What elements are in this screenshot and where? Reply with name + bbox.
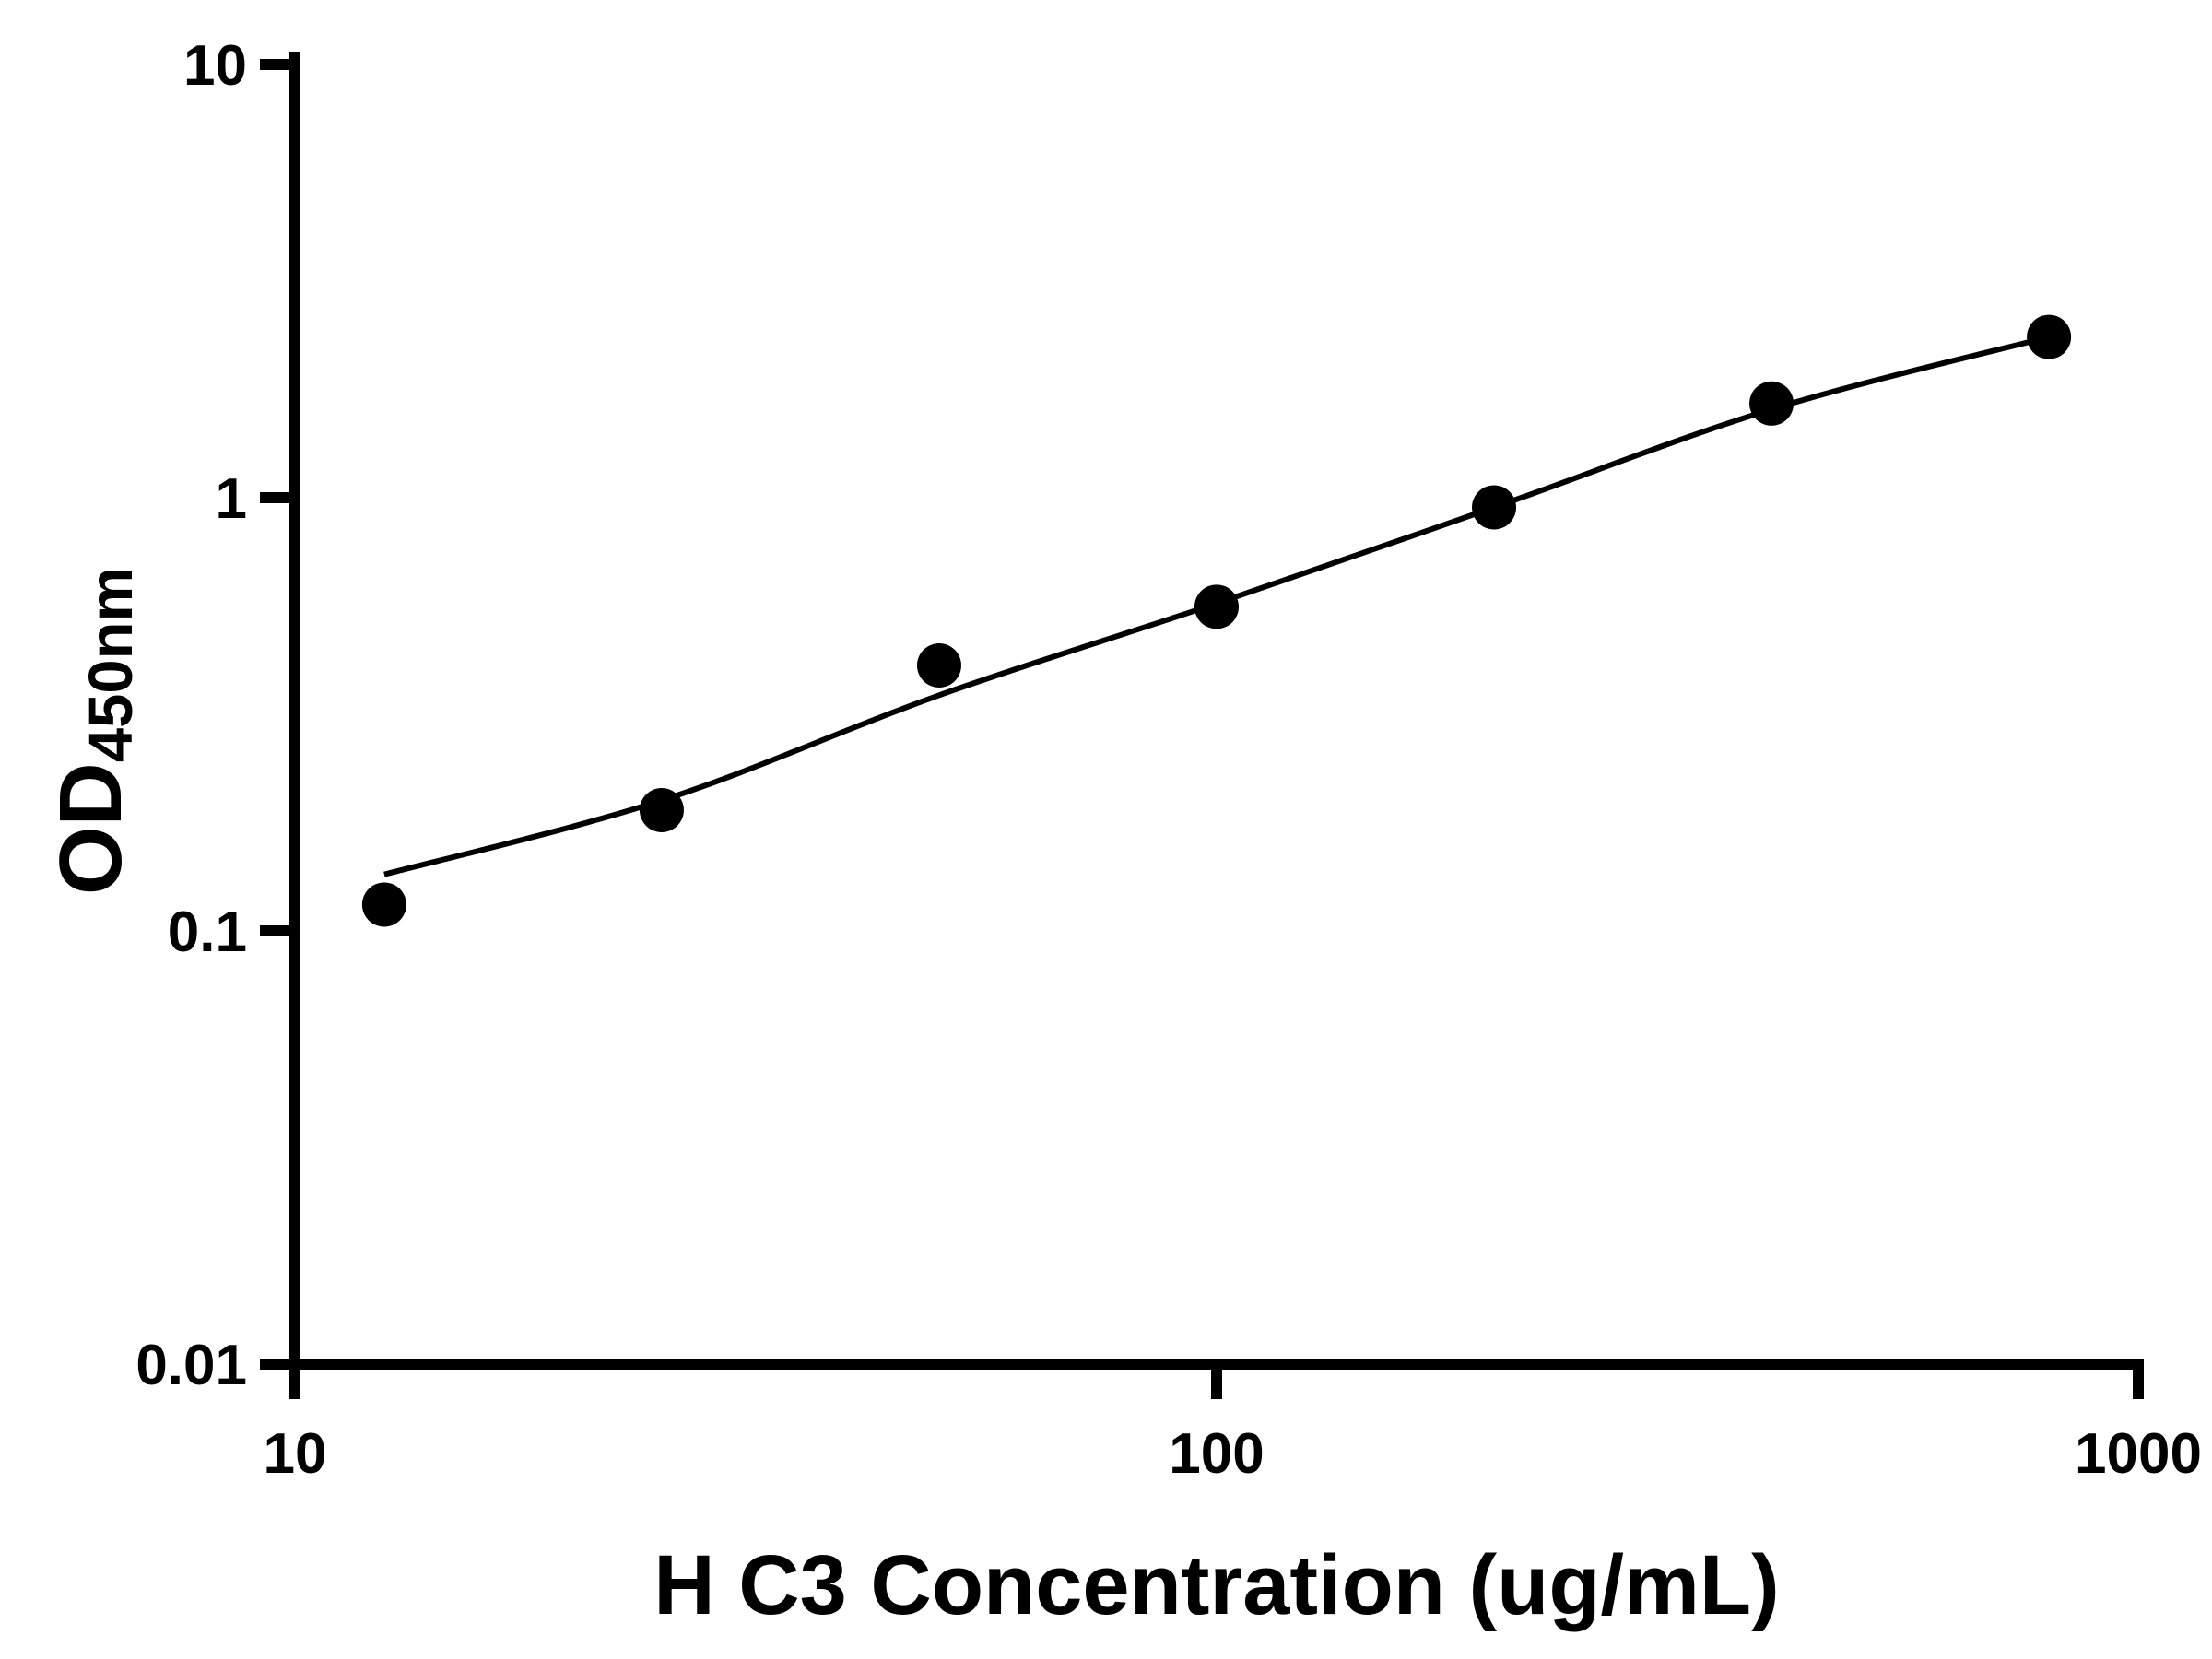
data-point	[1194, 584, 1239, 629]
data-point	[2027, 314, 2072, 359]
y-tick-label: 1	[216, 467, 247, 531]
data-point	[1749, 381, 1794, 426]
data-point	[639, 787, 684, 832]
x-tick-label: 1000	[2075, 1422, 2202, 1486]
y-axis-title-main: OD	[41, 762, 140, 896]
y-tick-label: 10	[183, 34, 247, 98]
y-tick-label: 0.1	[168, 900, 247, 964]
x-axis-title: H C3 Concentration (ug/mL)	[653, 1538, 1780, 1632]
data-point	[361, 882, 406, 927]
x-tick-label: 10	[264, 1422, 327, 1486]
data-point	[1472, 485, 1517, 530]
x-tick-label: 100	[1169, 1422, 1264, 1486]
y-axis-title: OD450nm	[30, 491, 152, 971]
y-axis-title-sub: 450nm	[76, 566, 146, 763]
data-point	[916, 642, 961, 688]
y-tick-label: 0.01	[135, 1334, 247, 1397]
